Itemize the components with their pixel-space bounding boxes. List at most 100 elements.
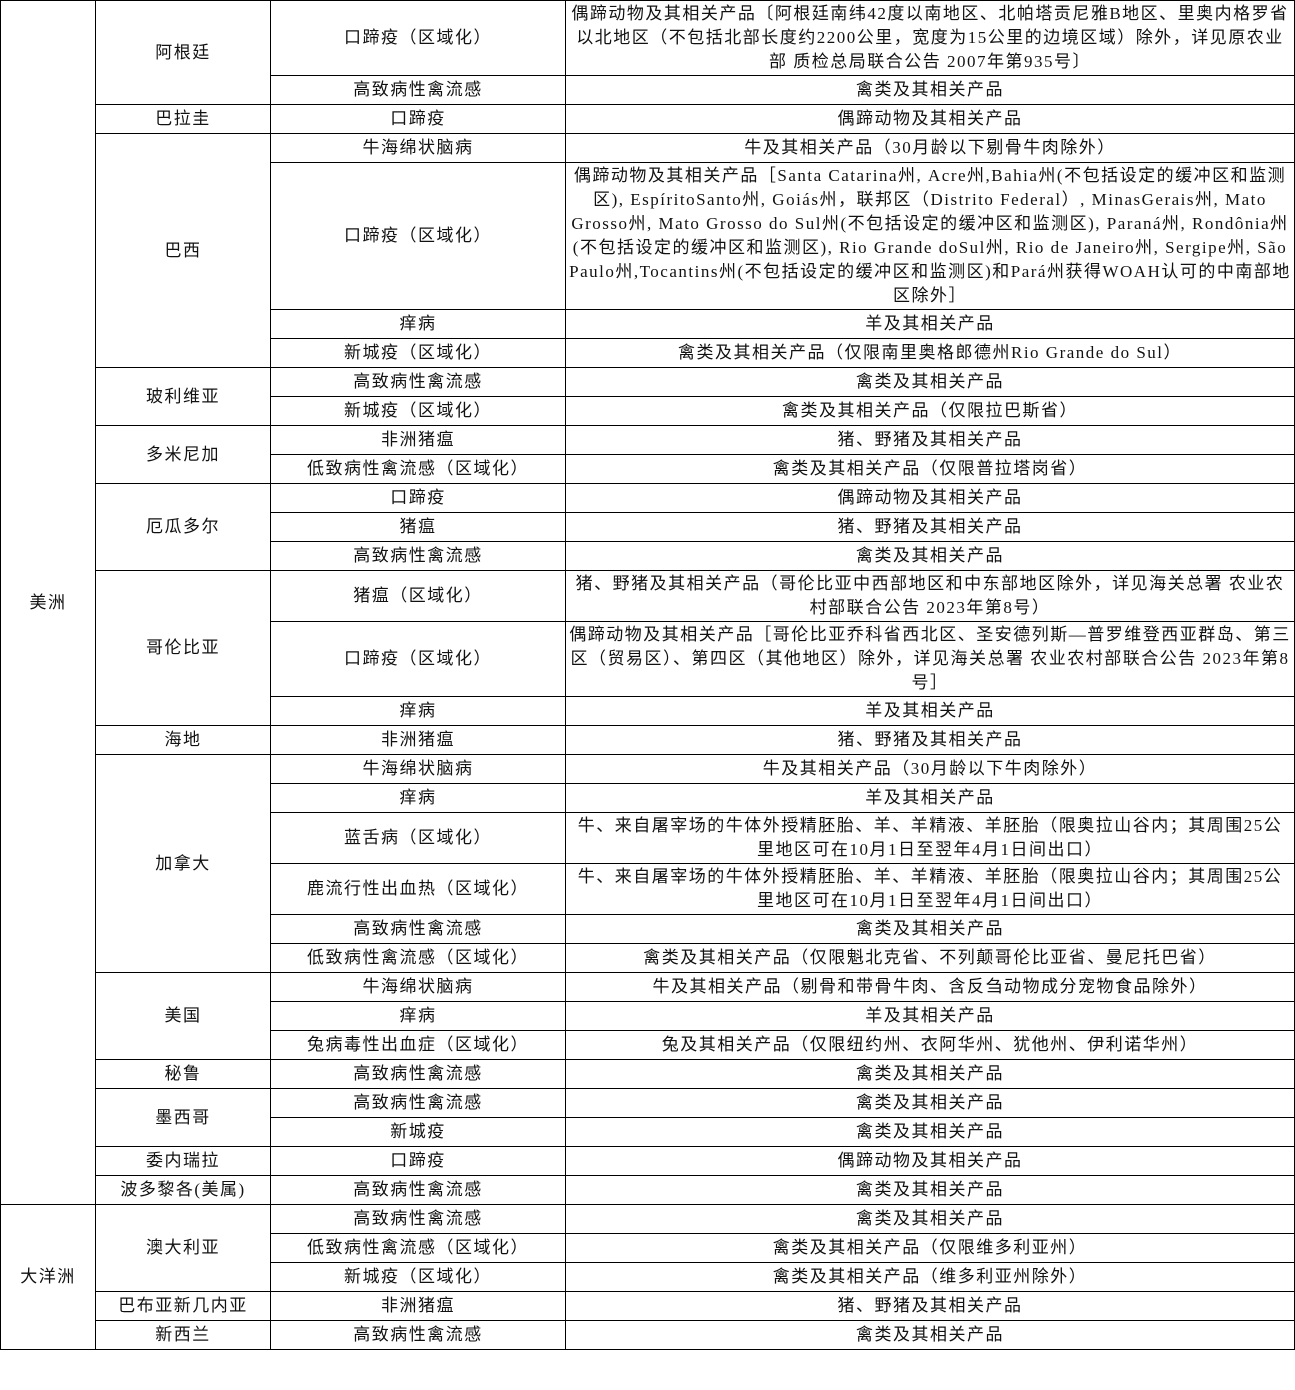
table-row: 新城疫（区域化） 禽类及其相关产品（仅限南里奥格郎德州Rio Grande do … [1, 338, 1295, 368]
table-row: 痒病 羊及其相关产品 [1, 696, 1295, 726]
country-cell: 加拿大 [95, 754, 271, 973]
product-cell: 偶蹄动物及其相关产品 [565, 104, 1295, 134]
disease-cell: 猪瘟（区域化） [270, 570, 566, 622]
table-body: 美洲 阿根廷 口蹄疫（区域化） 偶蹄动物及其相关产品〔阿根廷南纬42度以南地区、北帕塔… [0, 0, 1295, 1350]
table-row: 墨西哥 高致病性禽流感 禽类及其相关产品 [1, 1088, 1295, 1147]
table-row: 巴拉圭 口蹄疫 偶蹄动物及其相关产品 [1, 104, 1295, 134]
country-cell: 阿根廷 [95, 0, 271, 105]
region-cell: 美洲 [0, 0, 96, 1205]
table-row: 低致病性禽流感（区域化） 禽类及其相关产品（仅限普拉塔岗省） [1, 454, 1295, 484]
product-cell: 牛、来自屠宰场的牛体外授精胚胎、羊、羊精液、羊胚胎（限奥拉山谷内；其周围25公里… [565, 863, 1295, 915]
disease-cell: 低致病性禽流感（区域化） [270, 454, 566, 484]
table-row: 高致病性禽流感 禽类及其相关产品 [1, 75, 1295, 105]
product-cell: 禽类及其相关产品 [565, 1117, 1295, 1147]
product-cell: 猪、野猪及其相关产品 [565, 425, 1295, 455]
table-row: 海地 非洲猪瘟 猪、野猪及其相关产品 [1, 725, 1295, 755]
table-row: 加拿大 牛海绵状脑病 牛及其相关产品（30月龄以下牛肉除外） [1, 754, 1295, 973]
disease-cell: 非洲猪瘟 [270, 1291, 566, 1321]
disease-cell: 口蹄疫 [270, 483, 566, 513]
product-cell: 禽类及其相关产品 [565, 914, 1295, 944]
disease-cell: 口蹄疫 [270, 104, 566, 134]
country-cell: 哥伦比亚 [95, 570, 271, 726]
country-cell: 委内瑞拉 [95, 1146, 271, 1176]
table-row: 委内瑞拉 口蹄疫 偶蹄动物及其相关产品 [1, 1146, 1295, 1176]
product-cell: 禽类及其相关产品 [565, 1175, 1295, 1205]
product-cell: 偶蹄动物及其相关产品［Santa Catarina州, Acre州,Bahia州… [565, 162, 1295, 310]
disease-cell: 牛海绵状脑病 [270, 972, 566, 1002]
disease-cell: 兔病毒性出血症（区域化） [270, 1030, 566, 1060]
country-cell: 巴布亚新几内亚 [95, 1291, 271, 1321]
disease-cell: 高致病性禽流感 [270, 1088, 566, 1118]
product-cell: 羊及其相关产品 [565, 1001, 1295, 1031]
table-row: 巴布亚新几内亚 非洲猪瘟 猪、野猪及其相关产品 [1, 1291, 1295, 1321]
disease-cell: 新城疫 [270, 1117, 566, 1147]
country-cell: 巴拉圭 [95, 104, 271, 134]
product-cell: 禽类及其相关产品 [565, 1088, 1295, 1118]
disease-cell: 痒病 [270, 309, 566, 339]
disease-cell: 猪瘟 [270, 512, 566, 542]
country-cell: 海地 [95, 725, 271, 755]
table-row: 大洋洲 澳大利亚 高致病性禽流感 禽类及其相关产品 [0, 1204, 1295, 1350]
table-row: 兔病毒性出血症（区域化） 兔及其相关产品（仅限纽约州、衣阿华州、犹他州、伊利诺华州… [1, 1030, 1295, 1060]
product-cell: 禽类及其相关产品 [565, 1320, 1295, 1350]
table-row: 哥伦比亚 猪瘟（区域化） 猪、野猪及其相关产品（哥伦比亚中西部地区和中东部地区除外，… [1, 570, 1295, 726]
disease-cell: 痒病 [270, 783, 566, 813]
disease-cell: 低致病性禽流感（区域化） [270, 1233, 566, 1263]
country-cell: 澳大利亚 [95, 1204, 271, 1292]
disease-cell: 口蹄疫 [270, 1146, 566, 1176]
table-row: 厄瓜多尔 口蹄疫 偶蹄动物及其相关产品 [1, 483, 1295, 571]
product-cell: 偶蹄动物及其相关产品〔阿根廷南纬42度以南地区、北帕塔贡尼雅B地区、里奥内格罗省… [565, 0, 1295, 76]
disease-region-table: 美洲 阿根廷 口蹄疫（区域化） 偶蹄动物及其相关产品〔阿根廷南纬42度以南地区、北帕塔… [0, 0, 1295, 1350]
product-cell: 偶蹄动物及其相关产品 [565, 1146, 1295, 1176]
disease-cell: 新城疫（区域化） [270, 396, 566, 426]
disease-cell: 低致病性禽流感（区域化） [270, 943, 566, 973]
product-cell: 猪、野猪及其相关产品 [565, 512, 1295, 542]
country-cell: 新西兰 [95, 1320, 271, 1350]
product-cell: 禽类及其相关产品（仅限拉巴斯省） [565, 396, 1295, 426]
table-row: 高致病性禽流感 禽类及其相关产品 [1, 541, 1295, 571]
table-row: 玻利维亚 高致病性禽流感 禽类及其相关产品 [1, 367, 1295, 426]
country-cell: 秘鲁 [95, 1059, 271, 1089]
product-cell: 禽类及其相关产品 [565, 541, 1295, 571]
disease-cell: 高致病性禽流感 [270, 1320, 566, 1350]
disease-cell: 蓝舌病（区域化） [270, 812, 566, 864]
product-cell: 羊及其相关产品 [565, 783, 1295, 813]
disease-cell: 高致病性禽流感 [270, 1059, 566, 1089]
table-row: 美国 牛海绵状脑病 牛及其相关产品（剔骨和带骨牛肉、含反刍动物成分宠物食品除外） [1, 972, 1295, 1060]
country-cell: 波多黎各(美属) [95, 1175, 271, 1205]
product-cell: 禽类及其相关产品 [565, 367, 1295, 397]
disease-cell: 高致病性禽流感 [270, 541, 566, 571]
disease-cell: 口蹄疫（区域化） [270, 162, 566, 310]
disease-cell: 痒病 [270, 1001, 566, 1031]
disease-cell: 新城疫（区域化） [270, 1262, 566, 1292]
product-cell: 禽类及其相关产品 [565, 1204, 1295, 1234]
product-cell: 偶蹄动物及其相关产品［哥伦比亚乔科省西北区、圣安德列斯—普罗维登西亚群岛、第三区… [565, 621, 1295, 697]
product-cell: 兔及其相关产品（仅限纽约州、衣阿华州、犹他州、伊利诺华州） [565, 1030, 1295, 1060]
table-row: 巴西 牛海绵状脑病 牛及其相关产品（30月龄以下剔骨牛肉除外） [1, 133, 1295, 368]
disease-cell: 口蹄疫（区域化） [270, 621, 566, 697]
country-cell: 墨西哥 [95, 1088, 271, 1147]
table-row: 秘鲁 高致病性禽流感 禽类及其相关产品 [1, 1059, 1295, 1089]
table-row: 蓝舌病（区域化） 牛、来自屠宰场的牛体外授精胚胎、羊、羊精液、羊胚胎（限奥拉山谷内… [1, 812, 1295, 864]
product-cell: 禽类及其相关产品 [565, 75, 1295, 105]
table-row: 口蹄疫（区域化） 偶蹄动物及其相关产品［哥伦比亚乔科省西北区、圣安德列斯—普罗维登… [1, 621, 1295, 697]
product-cell: 偶蹄动物及其相关产品 [565, 483, 1295, 513]
product-cell: 禽类及其相关产品（维多利亚州除外） [565, 1262, 1295, 1292]
disease-cell: 高致病性禽流感 [270, 367, 566, 397]
product-cell: 牛及其相关产品（30月龄以下剔骨牛肉除外） [565, 133, 1295, 163]
disease-cell: 高致病性禽流感 [270, 1175, 566, 1205]
product-cell: 羊及其相关产品 [565, 696, 1295, 726]
product-cell: 牛及其相关产品（30月龄以下牛肉除外） [565, 754, 1295, 784]
country-cell: 多米尼加 [95, 425, 271, 484]
disease-cell: 新城疫（区域化） [270, 338, 566, 368]
product-cell: 猪、野猪及其相关产品（哥伦比亚中西部地区和中东部地区除外，详见海关总署 农业农村… [565, 570, 1295, 622]
region-cell: 大洋洲 [0, 1204, 96, 1350]
table-row: 口蹄疫（区域化） 偶蹄动物及其相关产品［Santa Catarina州, Acre… [1, 162, 1295, 310]
table-row: 新城疫（区域化） 禽类及其相关产品（仅限拉巴斯省） [1, 396, 1295, 426]
product-cell: 牛及其相关产品（剔骨和带骨牛肉、含反刍动物成分宠物食品除外） [565, 972, 1295, 1002]
disease-cell: 口蹄疫（区域化） [270, 0, 566, 76]
table-row: 波多黎各(美属) 高致病性禽流感 禽类及其相关产品 [1, 1175, 1295, 1205]
country-cell: 巴西 [95, 133, 271, 368]
product-cell: 禽类及其相关产品（仅限普拉塔岗省） [565, 454, 1295, 484]
table-row: 痒病 羊及其相关产品 [1, 309, 1295, 339]
